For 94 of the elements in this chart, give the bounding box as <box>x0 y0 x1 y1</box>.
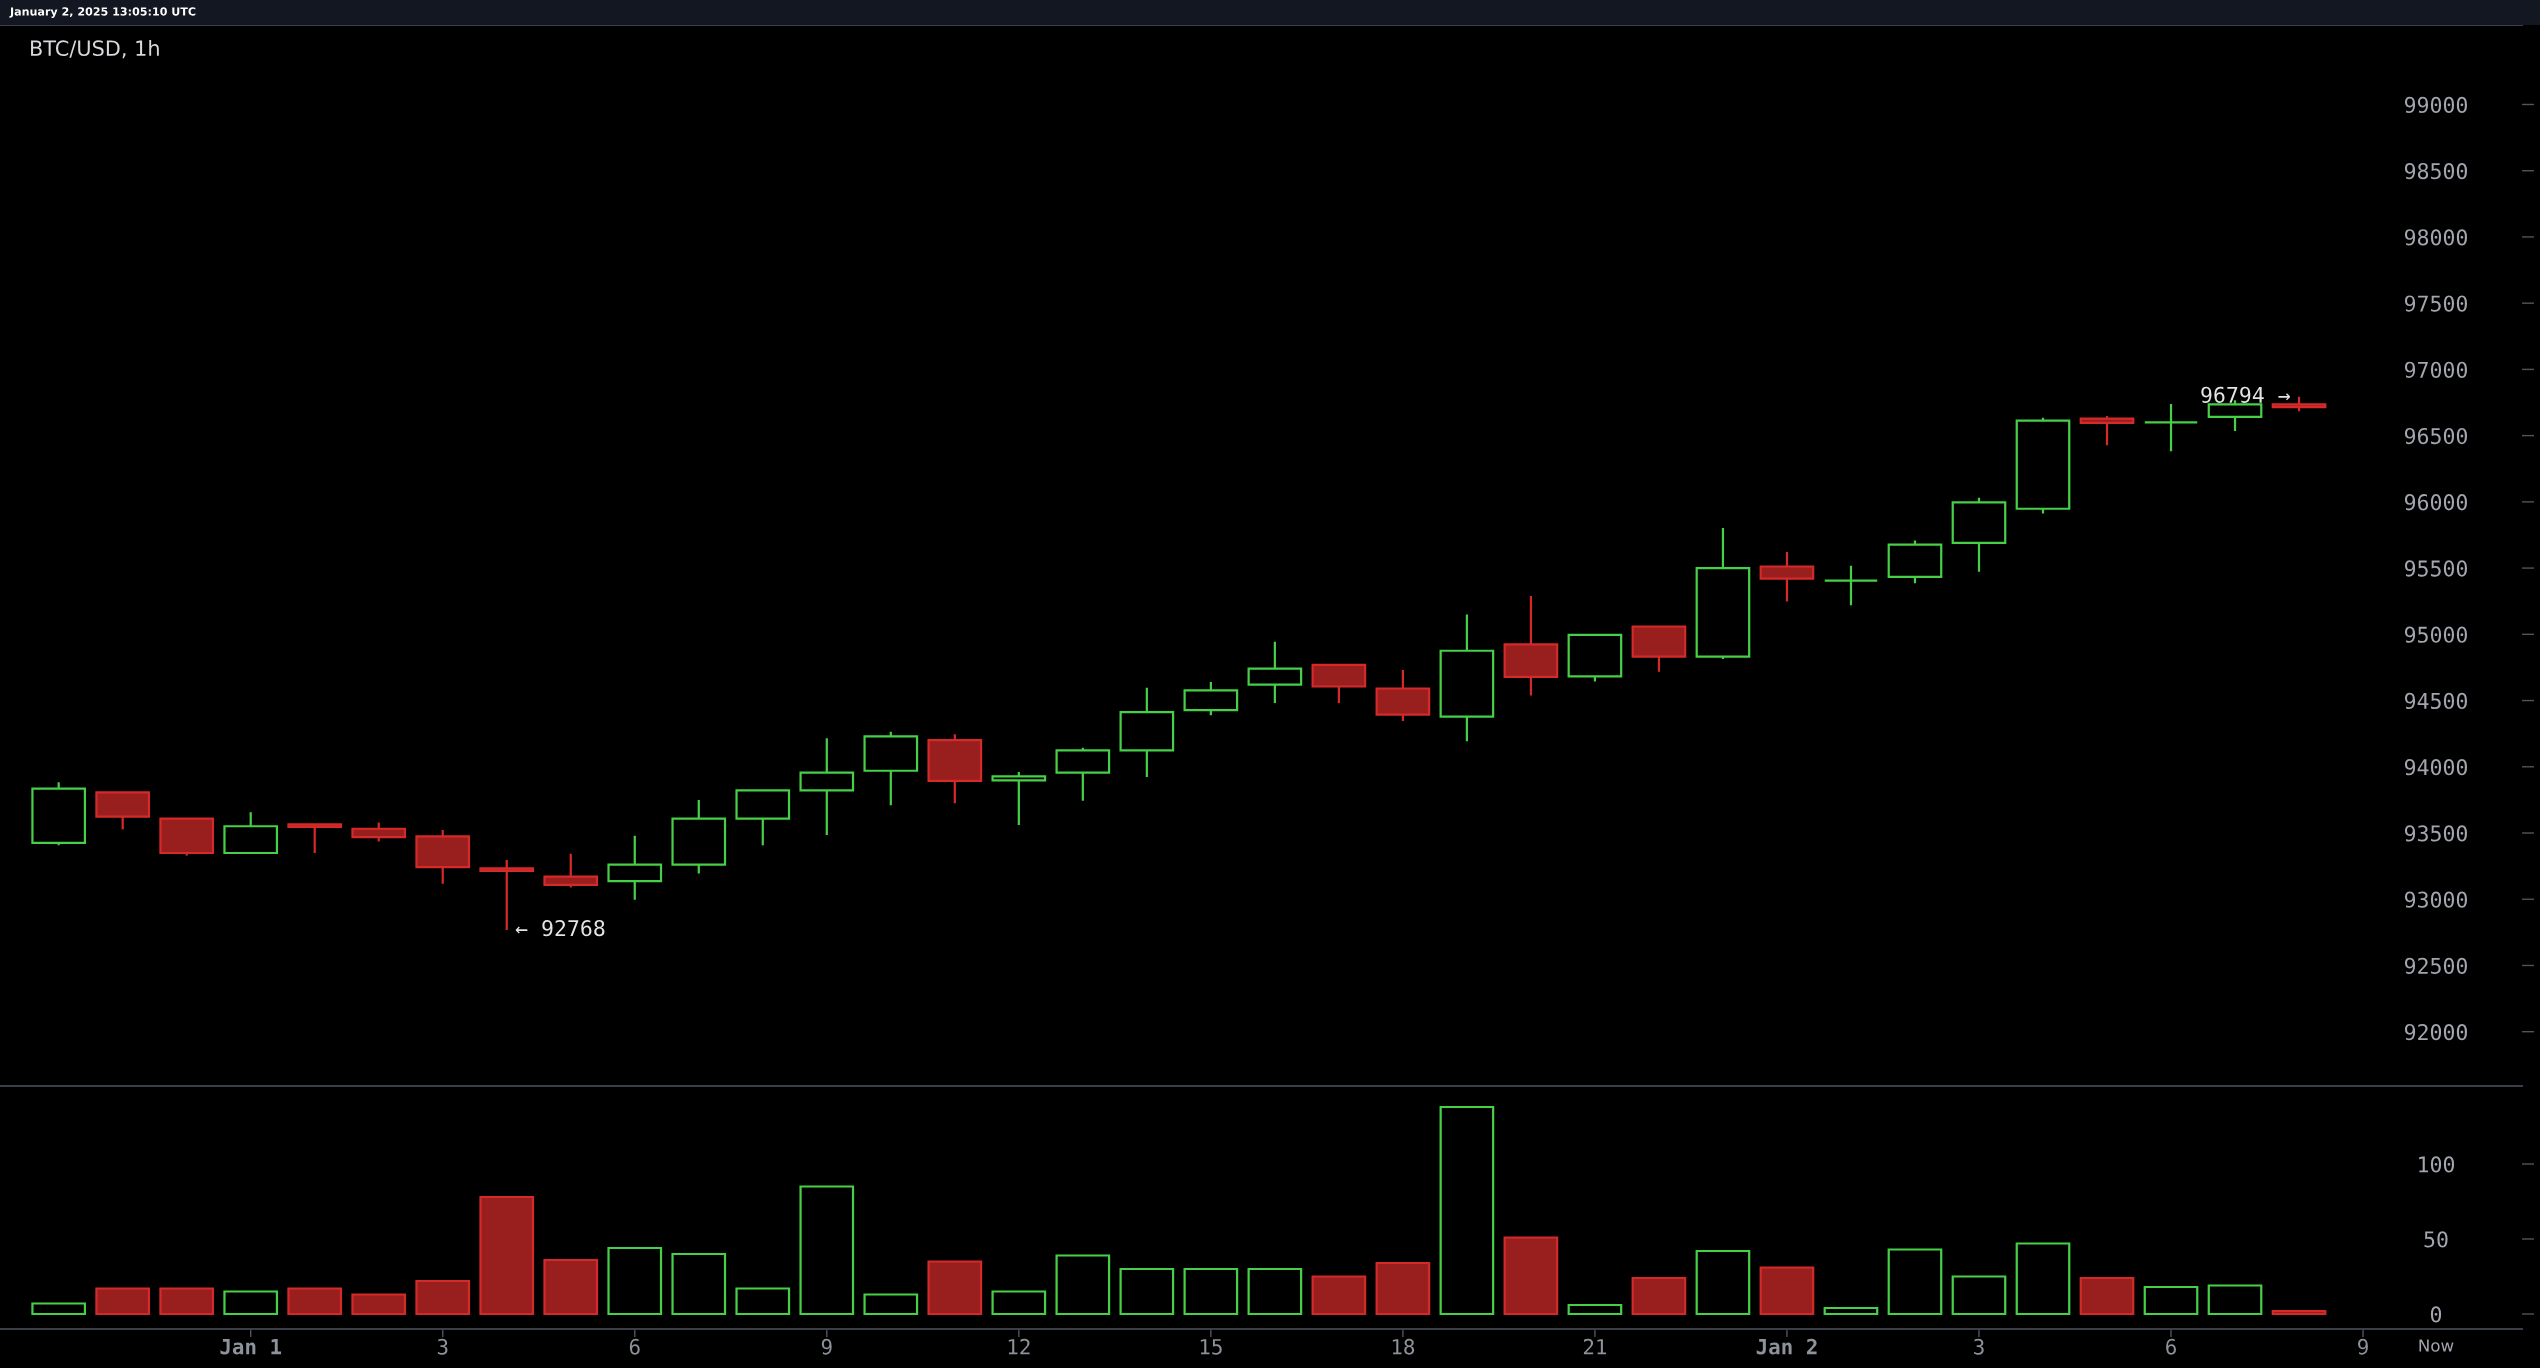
candlestick <box>927 733 983 805</box>
bar <box>863 1293 919 1316</box>
bar <box>799 1185 855 1316</box>
y-tick-label: 95000 <box>2404 626 2468 643</box>
bar <box>1439 1105 1495 1316</box>
x-tick-label: 3 <box>1974 1338 1984 1355</box>
bar <box>735 1287 791 1316</box>
candlestick <box>1759 550 1815 603</box>
bar <box>1183 1267 1239 1316</box>
bar <box>1823 1306 1879 1316</box>
x-tick-label: Jan 1 <box>220 1339 282 1355</box>
y-tick-label: 100 <box>2419 1156 2455 1173</box>
bar <box>543 1258 599 1316</box>
bar <box>1055 1254 1111 1316</box>
y-tick-label: 50 <box>2424 1231 2448 1248</box>
bar <box>1119 1267 1175 1316</box>
bar <box>607 1246 663 1316</box>
annotation: 96794 → <box>2201 386 2291 403</box>
candlestick <box>1695 526 1751 661</box>
bar <box>2143 1285 2199 1316</box>
candlestick <box>671 798 727 875</box>
candlestick <box>799 737 855 837</box>
y-tick-label: 96000 <box>2404 494 2468 511</box>
bar <box>1567 1303 1623 1316</box>
candlestick <box>863 730 919 807</box>
y-tick-label: 94500 <box>2404 692 2468 710</box>
candlestick <box>1951 496 2007 573</box>
y-tick-label: 94000 <box>2404 759 2468 776</box>
y-tick-label: 93000 <box>2404 891 2468 908</box>
candlestick <box>479 858 535 932</box>
bar <box>1247 1267 1303 1316</box>
bar <box>991 1290 1047 1316</box>
bar <box>415 1279 471 1316</box>
bar <box>287 1287 343 1316</box>
y-tick-label: 98500 <box>2404 162 2468 180</box>
candlestick <box>2143 402 2199 453</box>
y-tick-label: 96500 <box>2404 427 2468 445</box>
bar <box>2015 1242 2071 1316</box>
candlestick <box>415 828 471 885</box>
y-tick-label: 99000 <box>2404 96 2468 114</box>
bar <box>2207 1284 2263 1316</box>
bar <box>223 1290 279 1316</box>
bar <box>479 1195 535 1316</box>
bar <box>2271 1309 2327 1316</box>
bar <box>927 1260 983 1316</box>
x-tick-label: 21 <box>1583 1338 1607 1355</box>
candlestick <box>1119 686 1175 779</box>
candlestick <box>1823 564 1879 607</box>
y-tick-label: 97000 <box>2404 361 2468 378</box>
bar <box>31 1302 87 1316</box>
text: BTC/USD, 1h <box>31 39 159 59</box>
text: Now <box>2419 1339 2454 1352</box>
bar <box>1759 1266 1815 1316</box>
bar <box>671 1252 727 1316</box>
x-tick-label: 3 <box>437 1338 448 1355</box>
y-tick-label: 92000 <box>2404 1023 2468 1041</box>
candlestick <box>1439 613 1495 743</box>
text: January 2, 2025 13:05:10 UTC <box>9 7 196 18</box>
candlestick <box>607 834 663 901</box>
x-tick-label: 6 <box>2166 1338 2176 1355</box>
bar <box>95 1287 151 1316</box>
y-tick-label: 93500 <box>2404 825 2468 842</box>
x-tick-label: Jan 2 <box>1756 1338 1817 1355</box>
bar <box>1951 1275 2007 1316</box>
y-tick-label: 92500 <box>2404 957 2468 974</box>
x-tick-label: 9 <box>2358 1338 2368 1355</box>
bar <box>1503 1236 1559 1316</box>
candlestick <box>1247 640 1303 705</box>
candlestick <box>735 789 791 847</box>
x-tick-label: 15 <box>1200 1339 1222 1355</box>
y-tick-label: 95500 <box>2404 560 2468 577</box>
bar <box>1375 1261 1431 1316</box>
candlestick <box>1375 668 1431 723</box>
y-tick-label: 98000 <box>2404 229 2468 246</box>
bar <box>159 1287 215 1316</box>
y-tick-label: 0 <box>2430 1306 2442 1323</box>
bar <box>1631 1276 1687 1316</box>
x-tick-label: 12 <box>1008 1338 1030 1355</box>
x-tick-label: 18 <box>1392 1338 1415 1355</box>
candlestick <box>1055 746 1111 802</box>
candlestick <box>2079 414 2135 447</box>
bar <box>1695 1249 1751 1316</box>
bar <box>351 1293 407 1316</box>
bar <box>1311 1275 1367 1316</box>
candlestick <box>287 823 343 855</box>
x-tick-label: 9 <box>821 1338 832 1355</box>
candlestick <box>1503 594 1559 697</box>
candlestick <box>543 852 599 889</box>
candlestick <box>991 770 1047 827</box>
y-tick-label: 97500 <box>2404 295 2468 312</box>
annotation: ← 92768 <box>515 919 605 937</box>
x-tick-label: 6 <box>629 1338 640 1355</box>
bar <box>1887 1248 1943 1316</box>
bar <box>2079 1276 2135 1316</box>
